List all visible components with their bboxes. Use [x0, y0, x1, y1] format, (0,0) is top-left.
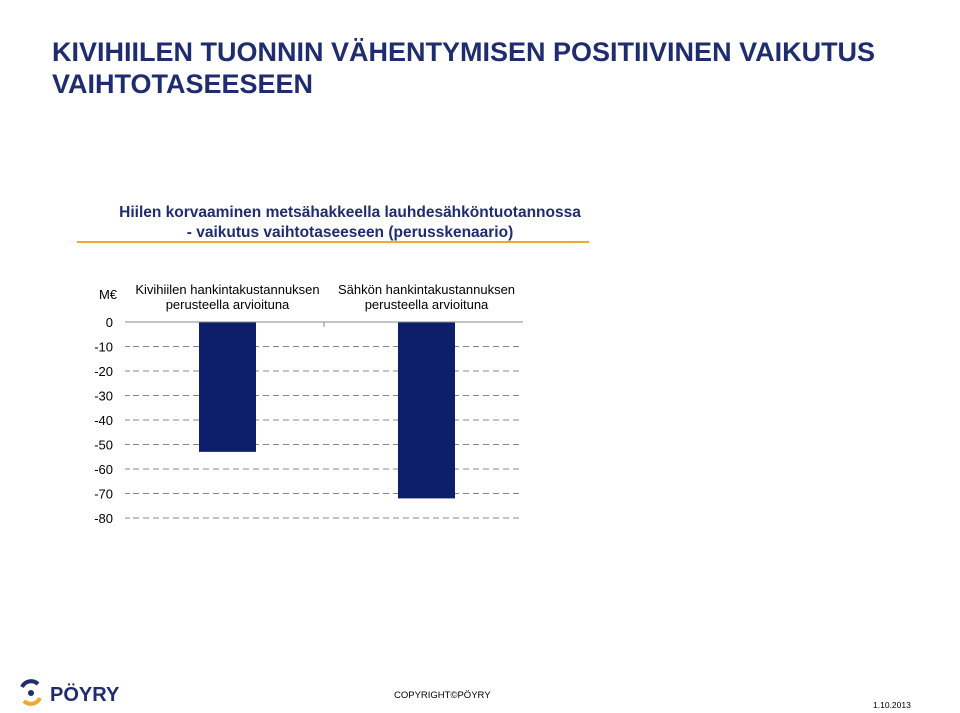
y-tick-label: -80: [94, 511, 113, 526]
y-tick-label: -30: [94, 389, 113, 404]
footer-date: 1.10.2013: [873, 700, 911, 710]
y-tick-label: -20: [94, 364, 113, 379]
y-axis-label: M€: [99, 287, 118, 302]
category-label: perusteella arvioituna: [166, 297, 290, 312]
y-tick-label: -60: [94, 462, 113, 477]
slide-title: KIVIHIILEN TUONNIN VÄHENTYMISEN POSITIIV…: [52, 37, 876, 99]
poyry-logo-icon: PÖYRY: [20, 679, 120, 706]
category-label: Sähkön hankintakustannuksen: [338, 282, 515, 297]
poyry-logo: PÖYRY: [18, 678, 138, 713]
chart-title-line1: Hiilen korvaaminen metsähakkeella lauhde…: [119, 204, 581, 221]
category-label: Kivihiilen hankintakustannuksen: [135, 282, 319, 297]
y-tick-label: 0: [106, 315, 113, 330]
y-tick-label: -40: [94, 413, 113, 428]
logo-wordmark: PÖYRY: [50, 683, 120, 706]
chart-title-line2: - vaikutus vaihtotaseeseen (perusskenaar…: [186, 224, 514, 241]
y-tick-label: -10: [94, 340, 113, 355]
category-label: perusteella arvioituna: [365, 297, 489, 312]
chart-title: Hiilen korvaaminen metsähakkeella lauhde…: [80, 203, 620, 243]
bar: [199, 322, 256, 452]
chart-title-underline: [77, 241, 589, 243]
y-tick-label: -70: [94, 487, 113, 502]
copyright-text: COPYRIGHT©PÖYRY: [394, 690, 491, 701]
y-tick-label: -50: [94, 438, 113, 453]
bar: [398, 322, 455, 499]
